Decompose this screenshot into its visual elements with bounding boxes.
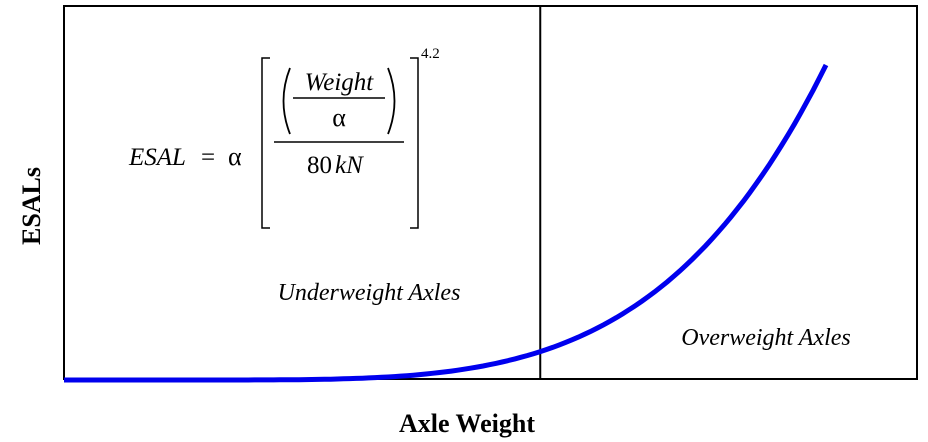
formula-weight: Weight <box>305 69 375 96</box>
plot-area-frame <box>63 5 918 380</box>
formula-alpha: α <box>228 142 242 171</box>
overweight-axles-label: Overweight Axles <box>681 325 851 351</box>
formula-exponent: 4.2 <box>421 46 440 62</box>
esal-formula: ESAL = α 4.2 Weight α 80 kN <box>128 46 440 229</box>
right-parenthesis <box>387 67 396 135</box>
underweight-axles-label: Underweight Axles <box>278 280 461 306</box>
formula-inner-alpha: α <box>332 103 346 132</box>
esal-curve-line <box>64 63 829 383</box>
formula-80: 80 <box>307 152 332 179</box>
formula-lhs: ESAL <box>128 144 186 171</box>
right-square-bracket <box>410 57 419 229</box>
y-axis-title: ESALs <box>17 167 46 245</box>
formula-kn: kN <box>335 152 364 179</box>
x-axis-title: Axle Weight <box>399 409 535 438</box>
left-parenthesis <box>282 67 291 135</box>
formula-equals: = <box>201 144 215 171</box>
left-square-bracket <box>261 57 270 229</box>
